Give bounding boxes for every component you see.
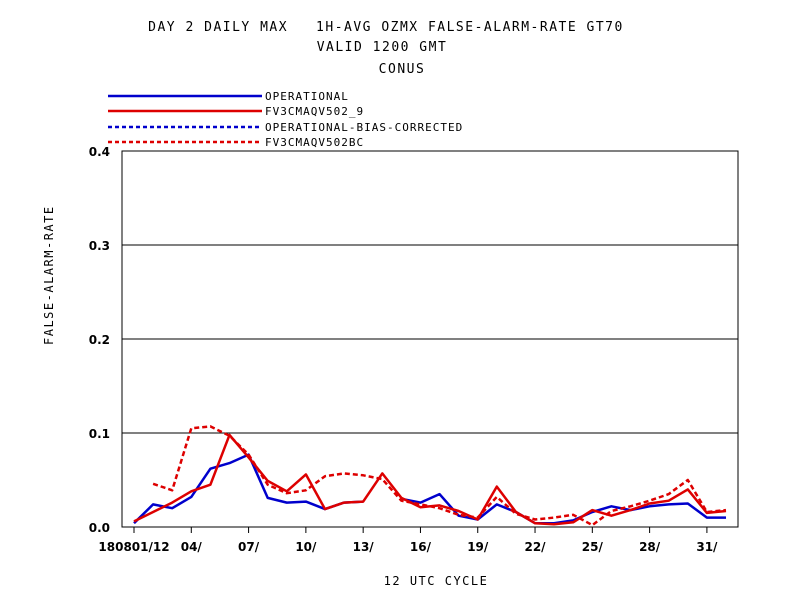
y-tick-label: 0.0 bbox=[89, 521, 110, 535]
chart-title-line-1: DAY 2 DAILY MAX 1H-AVG OZMX FALSE-ALARM-… bbox=[148, 20, 624, 35]
y-tick-label: 0.1 bbox=[89, 427, 110, 441]
legend-label-fv3cmaqv502-9: FV3CMAQV502_9 bbox=[265, 105, 365, 118]
legend-label-operational-bias-corrected: OPERATIONAL-BIAS-CORRECTED bbox=[265, 121, 464, 134]
x-tick-label: 07/ bbox=[238, 540, 260, 554]
legend-label-fv3cmaqv502bc: FV3CMAQV502BC bbox=[265, 136, 365, 149]
x-tick-label: 19/ bbox=[467, 540, 489, 554]
series-line-3-segment-0 bbox=[152, 425, 727, 527]
x-tick-label: 28/ bbox=[639, 540, 661, 554]
x-tick-label: 22/ bbox=[524, 540, 546, 554]
y-tick-label: 0.4 bbox=[89, 145, 110, 159]
series-line-0-segment-1 bbox=[401, 492, 726, 525]
x-axis-label: 12 UTC CYCLE bbox=[383, 574, 489, 588]
x-tick-label: 31/ bbox=[696, 540, 718, 554]
x-tick-label: 13/ bbox=[353, 540, 375, 554]
y-tick-label: 0.3 bbox=[89, 239, 110, 253]
chart-title-line-2: VALID 1200 GMT bbox=[316, 40, 448, 55]
x-tick-label: 16/ bbox=[410, 540, 432, 554]
x-tick-label: 04/ bbox=[181, 540, 203, 554]
y-tick-label: 0.2 bbox=[89, 333, 110, 347]
x-tick-label: 25/ bbox=[582, 540, 604, 554]
x-tick-label: 180801/12 bbox=[98, 540, 169, 554]
series-line-1-segment-0 bbox=[133, 433, 727, 526]
chart-title-line-3: CONUS bbox=[378, 62, 426, 77]
legend-label-operational: OPERATIONAL bbox=[265, 90, 349, 103]
x-tick-label: 10/ bbox=[295, 540, 317, 554]
